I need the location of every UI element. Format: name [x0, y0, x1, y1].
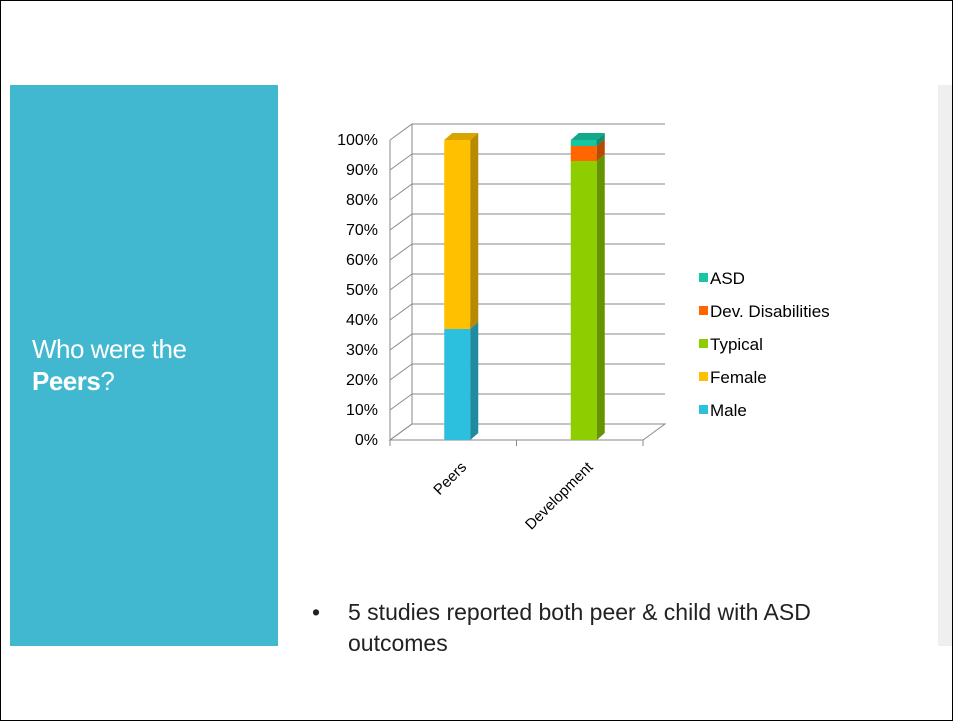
slide-title-end: ?	[100, 366, 115, 396]
bar-segment	[570, 146, 597, 161]
bar-segment-top	[570, 133, 605, 140]
legend-swatch	[699, 273, 708, 282]
y-tick-label: 10%	[346, 402, 378, 419]
slide-title-plain: Who were the	[32, 334, 187, 364]
slide-title: Who were the Peers?	[32, 333, 272, 397]
slide-title-bold: Peers	[32, 366, 101, 396]
bar-segment-side	[470, 322, 479, 440]
gridline	[389, 213, 665, 231]
gridline	[389, 183, 665, 201]
y-tick-label: 100%	[337, 132, 378, 149]
legend-label: ASD	[710, 269, 745, 288]
legend-label: Male	[710, 401, 747, 420]
legend-item: Female	[696, 361, 830, 394]
bar-segment-side	[596, 133, 605, 146]
bar-segment	[570, 140, 597, 146]
y-tick-label: 80%	[346, 192, 378, 209]
y-tick-label: 30%	[346, 342, 378, 359]
gridline	[389, 153, 665, 171]
legend-swatch	[699, 306, 708, 315]
legend-swatch	[699, 405, 708, 414]
legend-label: Typical	[710, 335, 763, 354]
title-panel: Who were the Peers?	[10, 85, 278, 646]
x-tick-label: Development	[522, 458, 597, 533]
y-tick-label: 0%	[355, 432, 378, 449]
gridline	[389, 123, 665, 141]
legend-item: Dev. Disabilities	[696, 295, 830, 328]
bar-segment	[444, 329, 471, 440]
bar-segment	[570, 161, 597, 440]
gridline	[389, 303, 665, 321]
bar-segment	[444, 140, 471, 329]
y-tick-label: 40%	[346, 312, 378, 329]
bar-segment-side	[596, 139, 605, 161]
y-tick-label: 60%	[346, 252, 378, 269]
right-side-panel	[938, 85, 952, 646]
legend-swatch	[699, 339, 708, 348]
y-tick-label: 90%	[346, 162, 378, 179]
legend-item: ASD	[696, 262, 830, 295]
gridline	[389, 333, 665, 351]
bullet-symbol: •	[312, 599, 321, 625]
legend-item: Male	[696, 394, 830, 427]
bullet-text: 5 studies reported both peer & child wit…	[348, 599, 811, 656]
gridline	[389, 423, 665, 441]
gridline	[389, 393, 665, 411]
bar-segment-top	[444, 133, 479, 140]
bar-segment-side	[470, 133, 479, 329]
gridline	[389, 363, 665, 381]
x-tick-label: Peers	[430, 459, 470, 499]
chart-floor	[388, 423, 667, 441]
legend-label: Female	[710, 368, 767, 387]
y-tick-label: 70%	[346, 222, 378, 239]
gridline	[389, 243, 665, 261]
gridline	[389, 273, 665, 291]
chart-legend: ASD Dev. Disabilities Typical Female Male	[696, 262, 830, 427]
y-tick-label: 50%	[346, 282, 378, 299]
legend-swatch	[699, 372, 708, 381]
bar-segment-side	[596, 154, 605, 440]
legend-label: Dev. Disabilities	[710, 302, 830, 321]
y-tick-label: 20%	[346, 372, 378, 389]
legend-item: Typical	[696, 328, 830, 361]
stacked-bar-chart: 0% 10% 20% 30% 40% 50% 60% 70% 80% 90% 100% Peers De…	[337, 123, 667, 533]
